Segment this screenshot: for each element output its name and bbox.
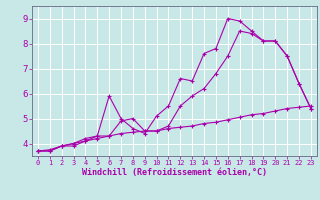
X-axis label: Windchill (Refroidissement éolien,°C): Windchill (Refroidissement éolien,°C) [82,168,267,177]
